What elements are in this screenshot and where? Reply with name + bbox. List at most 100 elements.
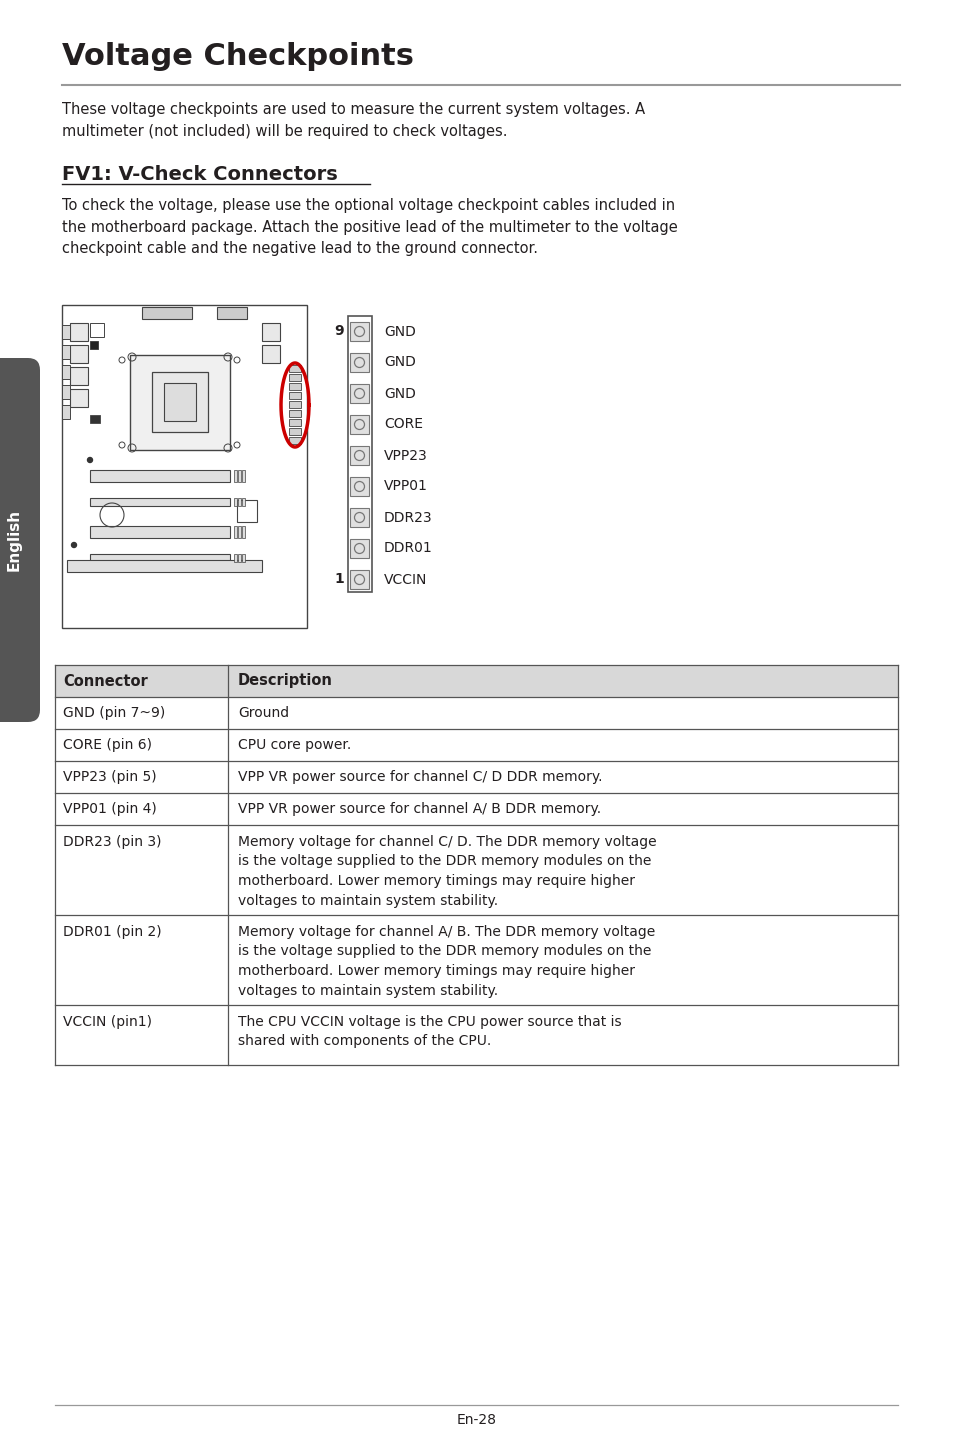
Bar [237,554,241,561]
Bar [70,390,88,407]
Bar [350,538,369,558]
Bar [350,570,369,589]
Bar [236,500,256,523]
Bar [70,345,88,362]
Text: Description: Description [237,673,333,689]
Bar [62,365,70,379]
Text: Ground: Ground [237,706,289,720]
Bar [62,305,307,629]
Text: VCCIN (pin1): VCCIN (pin1) [63,1015,152,1030]
Bar [242,498,245,505]
Text: VPP VR power source for channel C/ D DDR memory.: VPP VR power source for channel C/ D DDR… [237,770,602,783]
Bar [90,526,230,538]
Bar [289,420,301,425]
Bar [348,316,372,591]
Bar [350,445,369,465]
Bar [216,306,247,319]
Text: DDR01 (pin 2): DDR01 (pin 2) [63,925,161,939]
Text: 9: 9 [334,324,344,338]
Text: Memory voltage for channel A/ B. The DDR memory voltage
is the voltage supplied : Memory voltage for channel A/ B. The DDR… [237,925,655,998]
Bar [233,554,236,561]
Bar [289,374,301,381]
Text: English: English [7,508,22,571]
Text: These voltage checkpoints are used to measure the current system voltages. A
mul: These voltage checkpoints are used to me… [62,102,644,139]
Text: VPP23: VPP23 [384,448,427,463]
Bar [55,729,897,760]
Text: DDR23: DDR23 [384,510,432,524]
Bar [90,415,100,422]
Bar [233,526,236,538]
Bar [62,345,70,359]
Bar [62,385,70,400]
Text: CORE (pin 6): CORE (pin 6) [63,737,152,752]
Text: GND: GND [384,325,416,338]
Bar [350,477,369,495]
Text: VPP23 (pin 5): VPP23 (pin 5) [63,770,156,783]
Text: DDR01: DDR01 [384,541,433,556]
Text: VPP01: VPP01 [384,480,428,494]
Bar [289,401,301,408]
Text: Voltage Checkpoints: Voltage Checkpoints [62,42,414,72]
Bar [233,498,236,505]
Bar [262,345,280,362]
Bar [289,437,301,444]
Bar [67,560,262,571]
Bar [55,915,897,1005]
Text: VPP VR power source for channel A/ B DDR memory.: VPP VR power source for channel A/ B DDR… [237,802,600,816]
Bar [242,470,245,483]
Bar [233,470,236,483]
Bar [55,664,897,697]
Bar [152,372,208,432]
Bar [289,365,301,372]
Bar [142,306,192,319]
Circle shape [88,457,92,463]
Bar [289,392,301,400]
Bar [55,793,897,825]
Text: En-28: En-28 [456,1413,497,1428]
Text: DDR23 (pin 3): DDR23 (pin 3) [63,835,161,849]
Bar [55,697,897,729]
Bar [62,405,70,420]
Bar [90,341,98,349]
Bar [350,415,369,434]
Bar [90,470,230,483]
FancyBboxPatch shape [0,358,40,722]
Bar [350,508,369,527]
Bar [350,384,369,402]
Bar [350,354,369,372]
Text: CPU core power.: CPU core power. [237,737,351,752]
Text: VCCIN: VCCIN [384,573,427,587]
Bar [242,554,245,561]
Text: GND: GND [384,355,416,369]
Bar [164,382,195,421]
Bar [289,410,301,417]
Bar [130,355,230,450]
Text: The CPU VCCIN voltage is the CPU power source that is
shared with components of : The CPU VCCIN voltage is the CPU power s… [237,1015,621,1048]
Bar [289,382,301,390]
Bar [237,498,241,505]
Text: Memory voltage for channel C/ D. The DDR memory voltage
is the voltage supplied : Memory voltage for channel C/ D. The DDR… [237,835,656,908]
Bar [289,428,301,435]
Circle shape [71,543,76,547]
Bar [70,367,88,385]
Bar [90,554,230,561]
Bar [62,325,70,339]
Text: GND: GND [384,387,416,401]
Bar [242,526,245,538]
Text: Connector: Connector [63,673,148,689]
Bar [55,760,897,793]
Bar [237,526,241,538]
Text: To check the voltage, please use the optional voltage checkpoint cables included: To check the voltage, please use the opt… [62,198,677,256]
Bar [70,324,88,341]
Text: GND (pin 7~9): GND (pin 7~9) [63,706,165,720]
Bar [55,825,897,915]
Text: VPP01 (pin 4): VPP01 (pin 4) [63,802,156,816]
Text: FV1: V-Check Connectors: FV1: V-Check Connectors [62,165,337,183]
Text: 1: 1 [334,571,344,586]
Bar [90,324,104,337]
Bar [90,498,230,505]
Bar [350,322,369,341]
Bar [237,470,241,483]
Bar [262,324,280,341]
Bar [55,1005,897,1065]
